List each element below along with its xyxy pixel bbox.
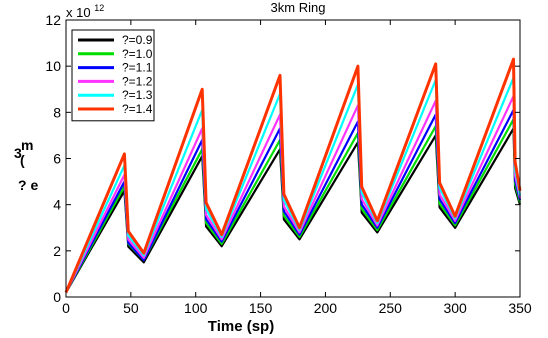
- y-label-line-1: m: [21, 137, 33, 153]
- y-label-line-2: (: [20, 152, 25, 168]
- x-tick-label: 50: [123, 300, 139, 316]
- y-tick-label: 12: [45, 12, 61, 28]
- legend-label-1: ?=0.9: [122, 33, 153, 47]
- x-tick-label: 250: [379, 300, 403, 316]
- x-tick-label: 0: [62, 300, 70, 316]
- y-axis-label: 3 m ( ? e: [14, 137, 38, 193]
- y-tick-label: 2: [53, 243, 61, 259]
- series-line-6: [64, 57, 522, 293]
- x-tick-label: 150: [249, 300, 273, 316]
- x-tick-label: 200: [314, 300, 338, 316]
- x-tick-label: 300: [443, 300, 467, 316]
- x-tick-label: 350: [508, 300, 532, 316]
- y-tick-label: 4: [53, 197, 61, 213]
- legend: ?=0.9?=1.0?=1.1?=1.2?=1.3?=1.4: [71, 29, 155, 122]
- series-line-3: [65, 108, 522, 293]
- y-tick-label: 0: [53, 289, 61, 305]
- legend-label-6: ?=1.4: [122, 102, 153, 116]
- y-exponent: x 10 12: [66, 3, 104, 20]
- series-line-5: [65, 76, 522, 293]
- y-tick-label: 10: [45, 58, 61, 74]
- series-lines: [64, 57, 522, 293]
- series-line-4: [65, 95, 522, 293]
- y-label-line-3: ? e: [18, 177, 38, 193]
- y-exponent-power: 12: [94, 3, 104, 13]
- legend-label-2: ?=1.0: [122, 47, 153, 61]
- x-axis-label: Time (sp): [208, 318, 274, 335]
- x-ticks: 0 50 100 150 200 250 300 350: [62, 20, 532, 316]
- legend-box: [71, 29, 155, 122]
- legend-label-4: ?=1.2: [122, 74, 153, 88]
- y-exponent-base: x 10: [66, 5, 91, 20]
- y-ticks: 0 2 4 6 8 10 12: [45, 12, 520, 305]
- legend-label-5: ?=1.3: [122, 88, 153, 102]
- legend-label-3: ?=1.1: [122, 61, 153, 75]
- x-tick-label: 100: [184, 300, 208, 316]
- y-tick-label: 6: [53, 151, 61, 167]
- y-label-prefix: 3: [14, 145, 22, 161]
- series-line-1: [65, 127, 522, 293]
- y-tick-label: 8: [53, 104, 61, 120]
- chart-title: 3km Ring: [271, 0, 326, 15]
